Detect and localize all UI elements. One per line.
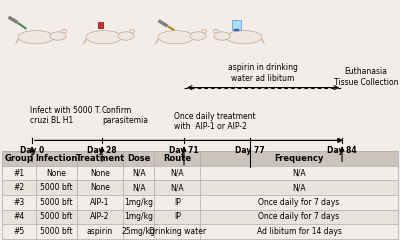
Text: 5000 bft: 5000 bft (40, 183, 73, 192)
Text: AIP-2: AIP-2 (90, 212, 110, 221)
Text: 1mg/kg: 1mg/kg (124, 198, 153, 207)
Text: Infection: Infection (35, 154, 78, 163)
Bar (2, 224, 398, 239)
Text: Day 28: Day 28 (87, 146, 117, 156)
Ellipse shape (158, 31, 194, 44)
Bar (0, 0, 400, 151)
Text: Euthanasia
Tissue Collection: Euthanasia Tissue Collection (334, 67, 398, 87)
Text: 25mg/kg: 25mg/kg (122, 227, 156, 236)
Text: N/A: N/A (292, 183, 306, 192)
Bar (232, 20, 241, 30)
Text: N/A: N/A (170, 183, 184, 192)
Ellipse shape (202, 29, 206, 33)
Text: #4: #4 (13, 212, 24, 221)
Text: #1: #1 (13, 168, 24, 178)
Text: Once daily for 7 days: Once daily for 7 days (258, 212, 340, 221)
Text: #3: #3 (13, 198, 24, 207)
Text: aspirin in drinking
water ad libitum: aspirin in drinking water ad libitum (228, 63, 298, 83)
Ellipse shape (226, 31, 262, 44)
Bar (2, 151, 398, 166)
Text: Route: Route (163, 154, 191, 163)
Text: N/A: N/A (292, 168, 306, 178)
Bar (98, 22, 103, 28)
Text: IP: IP (174, 198, 181, 207)
Text: AIP-1: AIP-1 (90, 198, 110, 207)
Text: Group: Group (4, 154, 33, 163)
Text: N/A: N/A (132, 183, 146, 192)
Text: IP: IP (174, 212, 181, 221)
Text: Infect with 5000 T.
cruzi BL H1: Infect with 5000 T. cruzi BL H1 (30, 106, 101, 125)
Ellipse shape (214, 32, 230, 40)
Text: N/A: N/A (170, 168, 184, 178)
Ellipse shape (62, 29, 66, 33)
Text: Day 77: Day 77 (235, 146, 265, 156)
Text: Day 71: Day 71 (169, 146, 199, 156)
Bar (2, 210, 398, 224)
Text: 5000 bft: 5000 bft (40, 198, 73, 207)
Text: Day 84: Day 84 (327, 146, 357, 156)
Ellipse shape (18, 31, 54, 44)
Text: Drinking water: Drinking water (149, 227, 206, 236)
Text: Ad libitum for 14 days: Ad libitum for 14 days (256, 227, 342, 236)
Text: aspirin: aspirin (87, 227, 113, 236)
Ellipse shape (190, 32, 206, 40)
Text: #2: #2 (13, 183, 24, 192)
Text: #5: #5 (13, 227, 24, 236)
Bar (234, 29, 239, 31)
Ellipse shape (130, 29, 134, 33)
Text: Dose: Dose (127, 154, 150, 163)
Bar (2, 166, 398, 180)
Text: N/A: N/A (132, 168, 146, 178)
Text: None: None (90, 183, 110, 192)
Text: None: None (90, 168, 110, 178)
Text: 5000 bft: 5000 bft (40, 227, 73, 236)
Text: Confirm
parasitemia: Confirm parasitemia (102, 106, 148, 125)
Text: Frequency: Frequency (274, 154, 324, 163)
Ellipse shape (86, 31, 122, 44)
Bar (2, 180, 398, 195)
Text: Once daily for 7 days: Once daily for 7 days (258, 198, 340, 207)
Text: 5000 bft: 5000 bft (40, 212, 73, 221)
Text: Once daily treatment
with  AIP-1 or AIP-2: Once daily treatment with AIP-1 or AIP-2 (174, 112, 256, 131)
Text: None: None (46, 168, 66, 178)
Text: Treatment: Treatment (75, 154, 125, 163)
Text: Day 0: Day 0 (20, 146, 44, 156)
Text: 1mg/kg: 1mg/kg (124, 212, 153, 221)
Ellipse shape (214, 29, 218, 33)
Ellipse shape (118, 32, 134, 40)
Bar (2, 195, 398, 210)
Ellipse shape (50, 32, 66, 40)
